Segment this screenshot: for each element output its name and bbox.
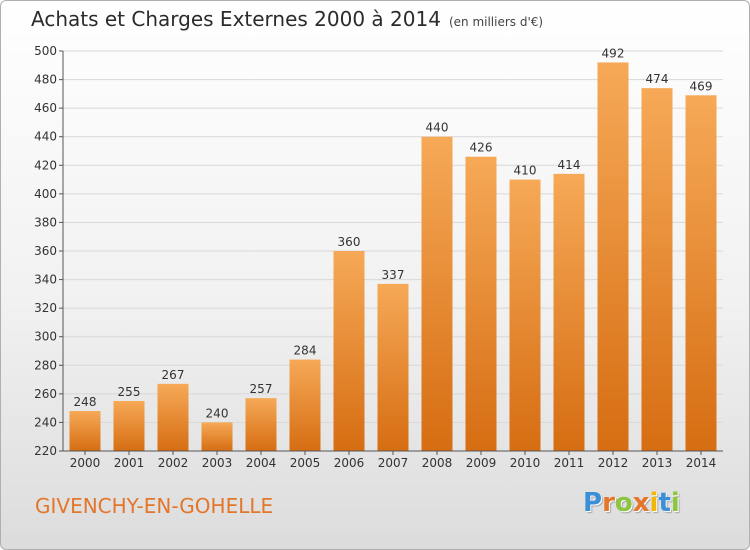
- data-label: 248: [74, 395, 97, 409]
- data-label: 474: [646, 72, 669, 86]
- data-label: 469: [690, 79, 713, 93]
- y-tick-label: 300: [34, 330, 57, 344]
- y-tick-label: 220: [34, 444, 57, 458]
- x-tick-label: 2006: [334, 456, 365, 470]
- bar: [553, 173, 585, 451]
- logo-letter: P: [583, 488, 603, 518]
- data-label: 410: [514, 164, 537, 178]
- y-tick-label: 260: [34, 387, 57, 401]
- logo-letter: o: [614, 488, 633, 518]
- data-label: 240: [206, 406, 229, 420]
- y-tick-label: 380: [34, 215, 57, 229]
- x-tick-label: 2001: [114, 456, 145, 470]
- bar: [597, 62, 629, 452]
- data-label: 255: [118, 385, 141, 399]
- y-tick-label: 320: [34, 301, 57, 315]
- bar: [113, 401, 145, 451]
- data-label: 426: [470, 141, 493, 155]
- place-name: GIVENCHY-EN-GOHELLE: [35, 494, 274, 518]
- y-tick-label: 280: [34, 358, 57, 372]
- bar: [421, 136, 453, 451]
- data-label: 492: [602, 46, 625, 60]
- x-tick-label: 2009: [466, 456, 497, 470]
- x-tick-label: 2005: [290, 456, 321, 470]
- bar: [685, 95, 717, 452]
- x-tick-label: 2012: [598, 456, 629, 470]
- y-tick-label: 500: [34, 44, 57, 58]
- x-tick-label: 2010: [510, 456, 541, 470]
- y-tick-label: 440: [34, 130, 57, 144]
- bar: [333, 251, 365, 451]
- data-label: 267: [162, 368, 185, 382]
- bar: [377, 283, 409, 451]
- data-label: 337: [382, 268, 405, 282]
- logo-letter: i: [649, 488, 659, 518]
- y-tick-label: 400: [34, 187, 57, 201]
- x-tick-label: 2004: [246, 456, 277, 470]
- logo-letter: r: [602, 488, 615, 518]
- x-tick-label: 2014: [686, 456, 717, 470]
- bar: [157, 383, 189, 451]
- x-tick-label: 2002: [158, 456, 189, 470]
- x-tick-label: 2011: [554, 456, 585, 470]
- proxiti-logo: Proxiti: [583, 488, 680, 518]
- bar: [509, 179, 541, 452]
- logo-letter: x: [632, 488, 650, 518]
- data-label: 257: [250, 382, 273, 396]
- data-label: 360: [338, 235, 361, 249]
- y-tick-label: 360: [34, 244, 57, 258]
- y-tick-label: 420: [34, 158, 57, 172]
- y-tick-label: 340: [34, 273, 57, 287]
- y-tick-label: 480: [34, 73, 57, 87]
- data-label: 414: [558, 158, 581, 172]
- chart-subtitle: (en milliers d'€): [448, 15, 544, 29]
- x-tick-label: 2013: [642, 456, 673, 470]
- bar: [201, 422, 233, 451]
- chart-title: Achats et Charges Externes 2000 à 2014 (e…: [31, 7, 543, 31]
- data-label: 284: [294, 344, 317, 358]
- bar: [465, 156, 497, 451]
- logo-letter: i: [670, 488, 680, 518]
- data-label: 440: [426, 121, 449, 135]
- x-tick-label: 2007: [378, 456, 409, 470]
- bar: [69, 411, 101, 451]
- x-tick-label: 2003: [202, 456, 233, 470]
- bar: [245, 398, 277, 451]
- chart-title-text: Achats et Charges Externes 2000 à 2014: [31, 7, 441, 31]
- y-tick-label: 460: [34, 101, 57, 115]
- logo-letter: t: [658, 488, 671, 518]
- x-tick-label: 2000: [70, 456, 101, 470]
- bar: [641, 88, 673, 452]
- bar: [289, 359, 321, 451]
- y-tick-label: 240: [34, 415, 57, 429]
- x-tick-label: 2008: [422, 456, 453, 470]
